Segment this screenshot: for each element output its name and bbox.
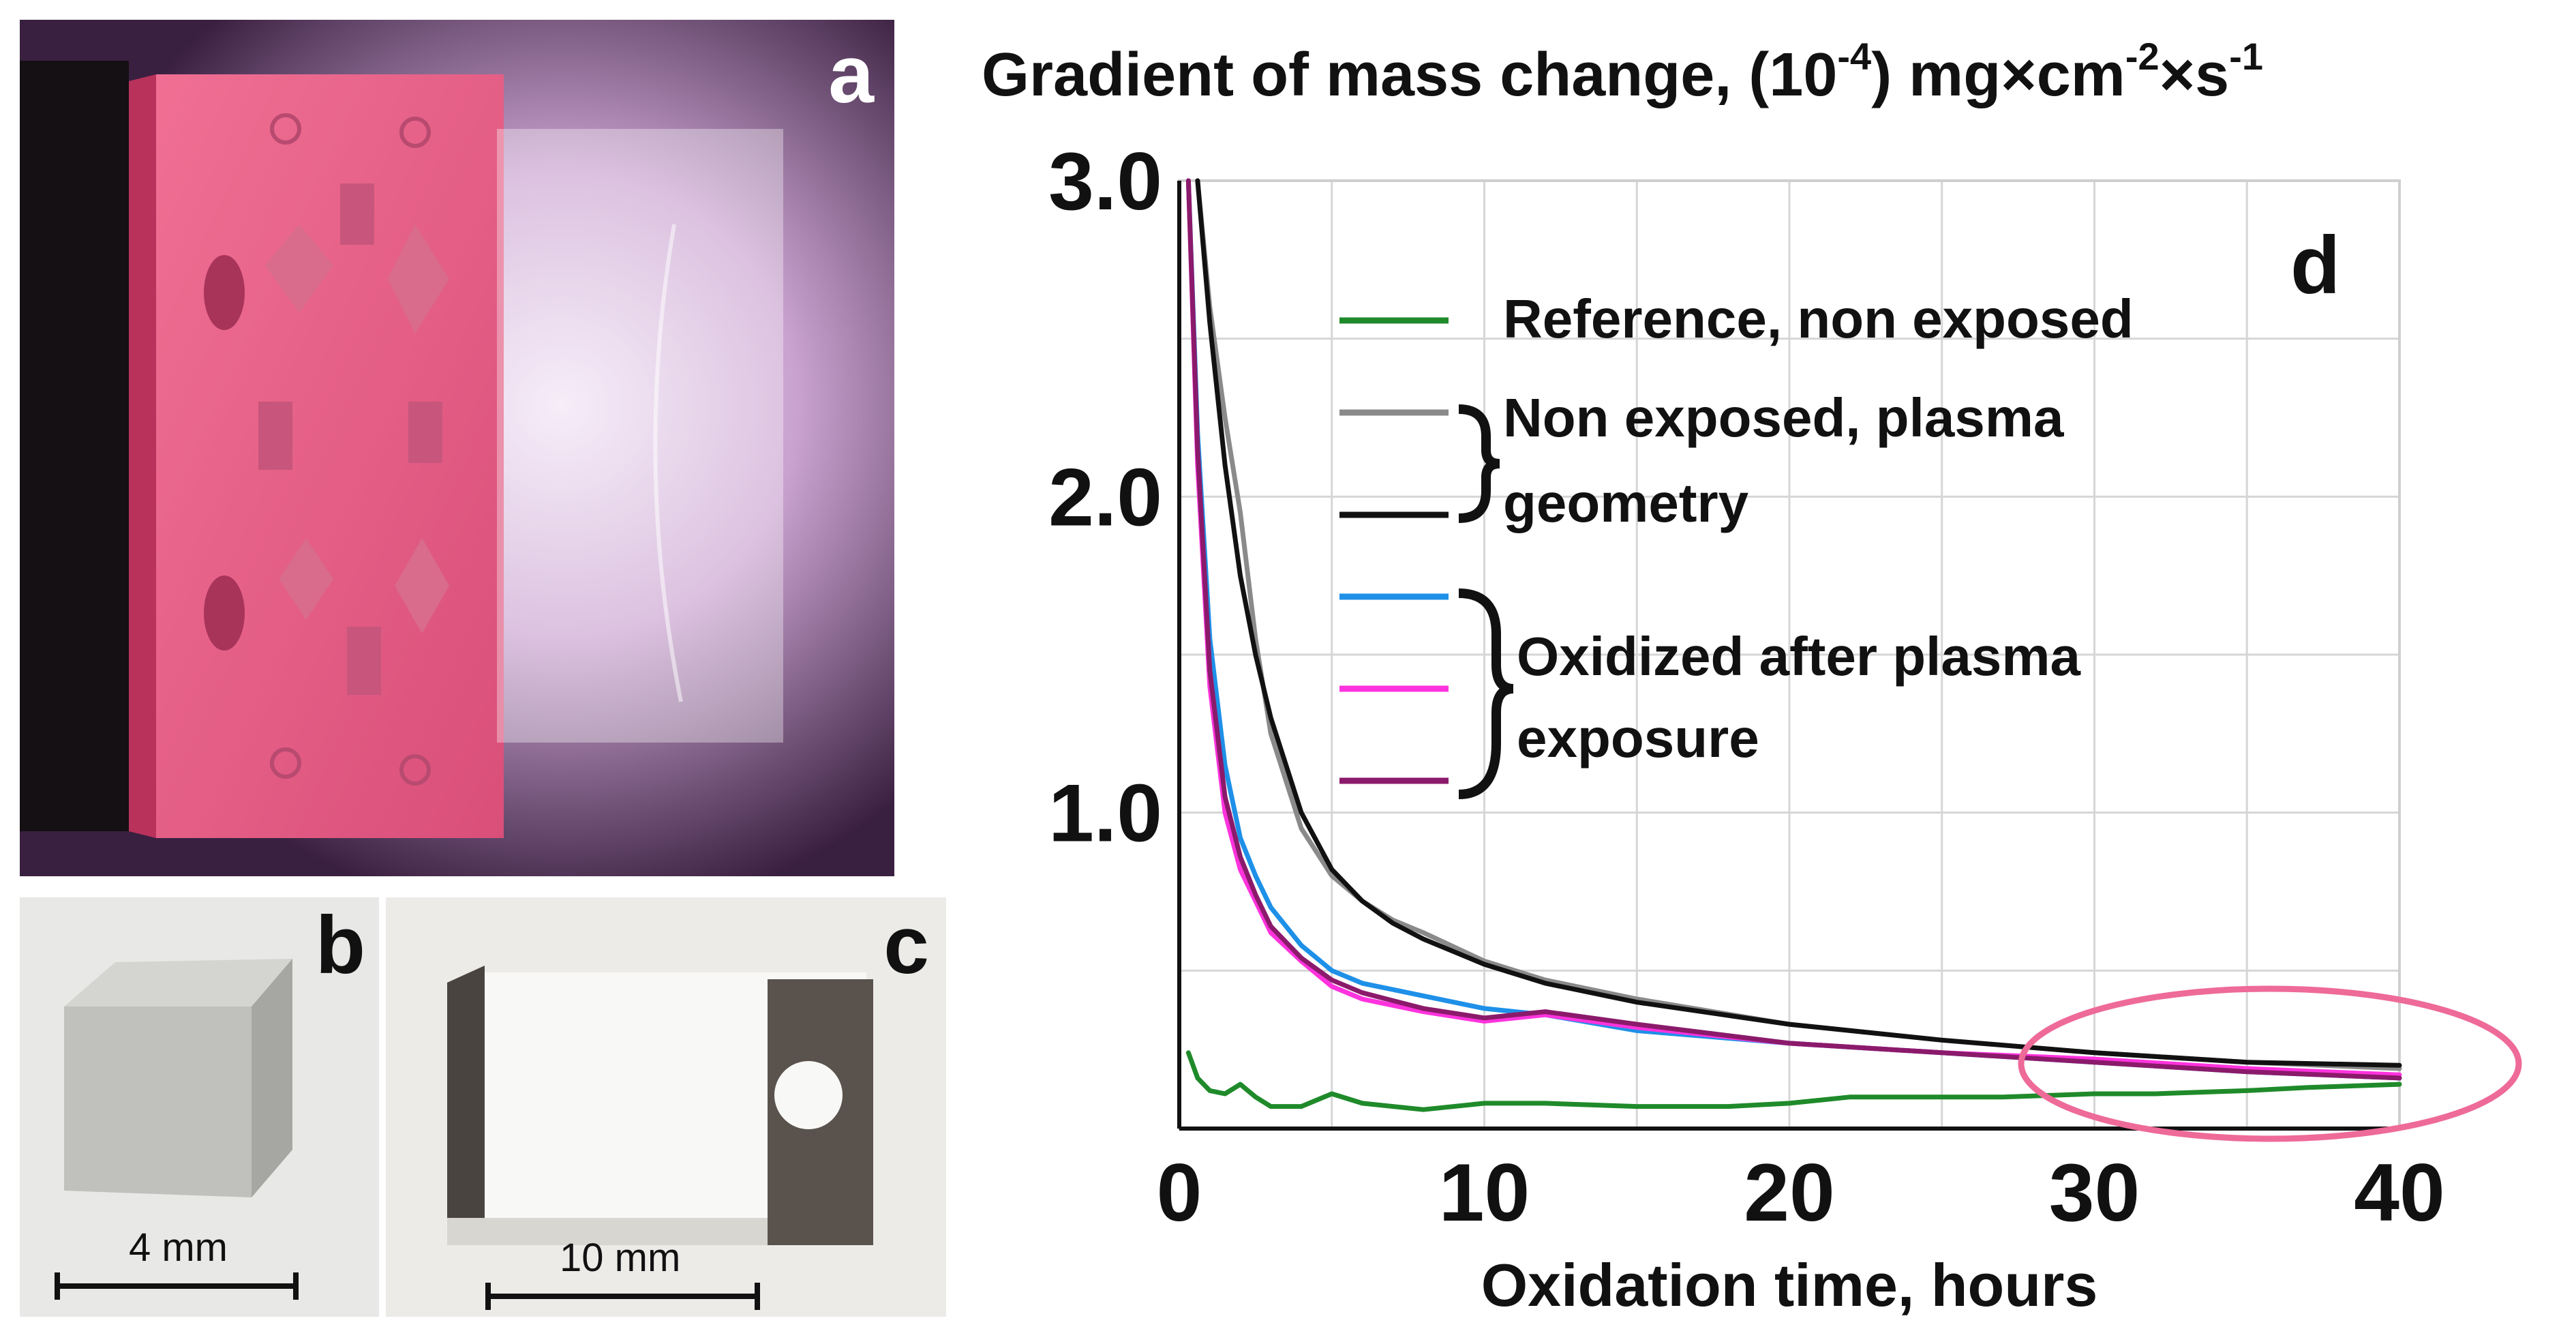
highlight-ellipse [2018,985,2522,1142]
x-axis-label: Oxidation time, hours [1481,1251,2098,1319]
legend-label-non-exposed-2: geometry [1503,473,1749,533]
legend-brace-oxidized [1458,588,1514,799]
series-line-5 [1185,178,2402,1081]
chart-title: Gradient of mass change, (10-4) mg×cm-2×… [982,35,2263,109]
legend-label-reference: Reference, non exposed [1503,288,2134,349]
panel-b-scale-label: 4 mm [129,1225,228,1270]
panel-c-photo: 10 mm c [386,897,946,1317]
x-tick-label: 0 [1157,1147,1202,1238]
panel-b-photo: 4 mm b [20,897,379,1317]
x-tick-label: 40 [2354,1147,2444,1238]
series-layer [1185,178,2402,1112]
legend: Reference, non exposed Non exposed, plas… [1339,288,2134,799]
y-tick-label: 3.0 [1048,136,1162,227]
x-tick-label: 30 [2049,1147,2140,1238]
panel-d-letter: d [2290,220,2340,311]
legend-label-non-exposed-1: Non exposed, plasma [1503,387,2064,448]
series-line-2 [1195,178,2402,1068]
panel-b-letter: b [315,899,365,991]
x-tick-label: 10 [1439,1147,1530,1238]
panel-c-letter: c [883,899,929,991]
legend-brace-non-exposed [1458,404,1500,523]
x-tick-label: 20 [1744,1147,1834,1238]
gradient-mass-change-chart: Gradient of mass change, (10-4) mg×cm-2×… [982,35,2522,1319]
tick-layer: 0 10 20 30 40 1.0 2.0 3.0 [1048,136,2445,1238]
y-tick-label: 1.0 [1048,768,1162,859]
plate-illustration [386,897,946,1317]
panel-c-scale-label: 10 mm [560,1236,681,1280]
y-tick-label: 2.0 [1048,451,1162,543]
panel-a-letter: a [828,29,874,120]
legend-label-oxidized-2: exposure [1517,708,1759,769]
series-line-0 [1185,1050,2402,1112]
plasma-holder-illustration [20,20,894,876]
legend-label-oxidized-1: Oxidized after plasma [1517,626,2080,687]
grid-layer [1179,181,2399,1129]
panel-a-photo: a [20,20,894,876]
cube-illustration [20,897,379,1317]
